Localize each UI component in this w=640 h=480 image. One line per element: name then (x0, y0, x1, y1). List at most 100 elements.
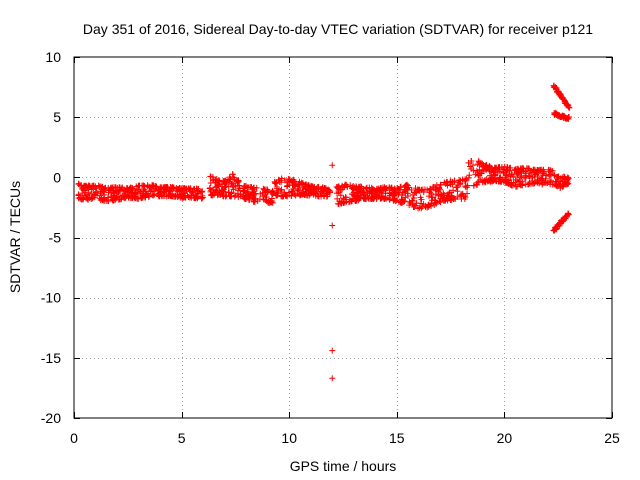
data-point (156, 190, 163, 197)
data-point (277, 187, 284, 194)
data-point (242, 195, 249, 202)
data-point (518, 173, 525, 180)
data-point (532, 168, 539, 175)
data-point (210, 176, 217, 183)
data-point (505, 177, 512, 184)
data-point (381, 195, 388, 202)
data-point (329, 375, 336, 382)
data-point (285, 178, 292, 185)
data-point (529, 179, 536, 186)
data-point (111, 184, 118, 191)
y-tick-label: -15 (41, 350, 61, 366)
data-point (520, 168, 527, 175)
data-point (210, 186, 217, 193)
data-point (234, 177, 241, 184)
data-point (99, 197, 106, 204)
data-point (399, 196, 406, 203)
data-point (193, 193, 200, 200)
data-point (431, 197, 438, 204)
data-point (269, 187, 276, 194)
data-point (454, 188, 461, 195)
data-point (351, 193, 358, 200)
data-point (295, 190, 302, 197)
data-point (226, 176, 233, 183)
data-point (199, 192, 206, 199)
data-point (498, 164, 505, 171)
data-point (418, 196, 425, 203)
data-point (75, 191, 82, 198)
data-point (467, 163, 474, 170)
data-point (406, 202, 413, 209)
chart-title: Day 351 of 2016, Sidereal Day-to-day VTE… (83, 21, 593, 37)
data-point (132, 194, 139, 201)
data-point (487, 172, 494, 179)
data-point (486, 177, 493, 184)
data-point (402, 189, 409, 196)
data-point (460, 193, 467, 200)
data-point (225, 189, 232, 196)
data-point (125, 192, 132, 199)
data-point (227, 193, 234, 200)
data-point (512, 166, 519, 173)
data-point (497, 178, 504, 185)
data-point (445, 190, 452, 197)
data-point (375, 193, 382, 200)
data-point (283, 183, 290, 190)
data-point (197, 188, 204, 195)
data-point (318, 193, 325, 200)
data-point (106, 187, 113, 194)
data-point (104, 194, 111, 201)
data-point (557, 181, 564, 188)
data-point (289, 189, 296, 196)
data-point (476, 166, 483, 173)
data-point (325, 187, 332, 194)
data-point (519, 178, 526, 185)
data-point (354, 187, 361, 194)
data-point (342, 194, 349, 201)
data-point (411, 189, 418, 196)
data-point (334, 185, 341, 192)
data-point (289, 182, 296, 189)
data-point (388, 184, 395, 191)
data-point (85, 189, 92, 196)
data-point (143, 191, 150, 198)
data-point (99, 183, 106, 190)
data-point (229, 171, 236, 178)
data-point (454, 194, 461, 201)
data-point (370, 195, 377, 202)
data-point (394, 185, 401, 192)
plot-frame (73, 56, 613, 419)
data-point (371, 192, 378, 199)
data-point (313, 185, 320, 192)
data-point (508, 170, 515, 177)
data-point (553, 182, 560, 189)
data-point (127, 186, 134, 193)
data-point (448, 193, 455, 200)
x-tick-label: 0 (70, 430, 78, 446)
data-point (468, 165, 475, 172)
data-point (462, 183, 469, 190)
data-point (439, 196, 446, 203)
data-point (502, 174, 509, 181)
data-point (213, 176, 220, 183)
data-point (461, 195, 468, 202)
data-point (256, 196, 263, 203)
data-point (241, 183, 248, 190)
data-point (491, 176, 498, 183)
data-point (85, 183, 92, 190)
data-point (217, 191, 224, 198)
data-point (404, 193, 411, 200)
data-point (284, 182, 291, 189)
axis-ticks (74, 57, 613, 419)
data-point (194, 190, 201, 197)
data-point (220, 192, 227, 199)
data-point (128, 193, 135, 200)
data-point (232, 183, 239, 190)
data-point (214, 189, 221, 196)
x-tick-label: 15 (389, 430, 405, 446)
data-point (500, 166, 507, 173)
data-point (398, 196, 405, 203)
data-point (335, 189, 342, 196)
data-point (88, 186, 95, 193)
